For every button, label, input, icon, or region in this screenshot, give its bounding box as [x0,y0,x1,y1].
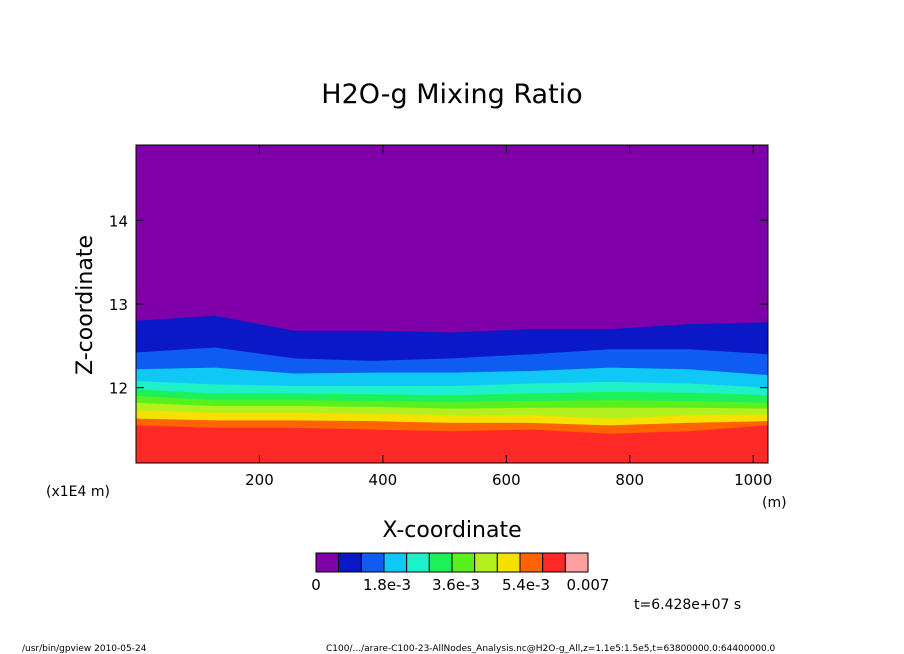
x-axis-unit: (m) [762,495,787,511]
y-tick-label: 14 [109,212,128,230]
x-axis-label: X-coordinate [382,518,521,543]
y-axis-unit: (x1E4 m) [46,484,110,500]
colorbar-label: 3.6e-3 [432,576,480,594]
colorbar-label: 1.8e-3 [363,576,411,594]
y-tick-label: 12 [109,380,128,398]
colorbar-swatch [542,552,566,573]
colorbar-swatch [406,552,430,573]
colorbar-swatch [360,552,385,573]
colorbar: 0 1.8e-3 3.6e-3 5.4e-3 0.007 [311,552,610,594]
colorbar-label: 5.4e-3 [502,576,550,594]
chart-title: H2O-g Mixing Ratio [321,79,582,110]
colorbar-swatch [338,552,362,573]
y-axis-label: Z-coordinate [73,235,98,375]
colorbar-swatch [428,552,453,573]
footer-file-info: C100/.../arare-C100-23-AllNodes_Analysis… [326,644,776,654]
axis-ticks: 200 400 600 800 1000 12 13 14 [109,145,772,489]
x-tick-label: 800 [615,471,644,489]
x-tick-label: 200 [245,471,274,489]
colorbar-swatch [496,552,521,573]
colorbar-swatch [519,552,544,573]
colorbar-swatch [564,552,589,573]
time-annotation: t=6.428e+07 s [634,597,741,613]
x-tick-label: 600 [492,471,521,489]
footer-command: /usr/bin/gpview 2010-05-24 [22,644,147,654]
plot-area [136,145,768,463]
colorbar-swatch [383,552,408,573]
colorbar-swatch [451,552,476,573]
contour-band [136,425,768,463]
colorbar-swatch [474,552,498,573]
colorbar-label: 0.007 [567,576,610,594]
colorbar-label: 0 [311,576,321,594]
x-tick-label: 1000 [734,471,772,489]
y-tick-label: 13 [109,296,128,314]
x-tick-label: 400 [369,471,398,489]
colorbar-swatch [315,552,340,573]
